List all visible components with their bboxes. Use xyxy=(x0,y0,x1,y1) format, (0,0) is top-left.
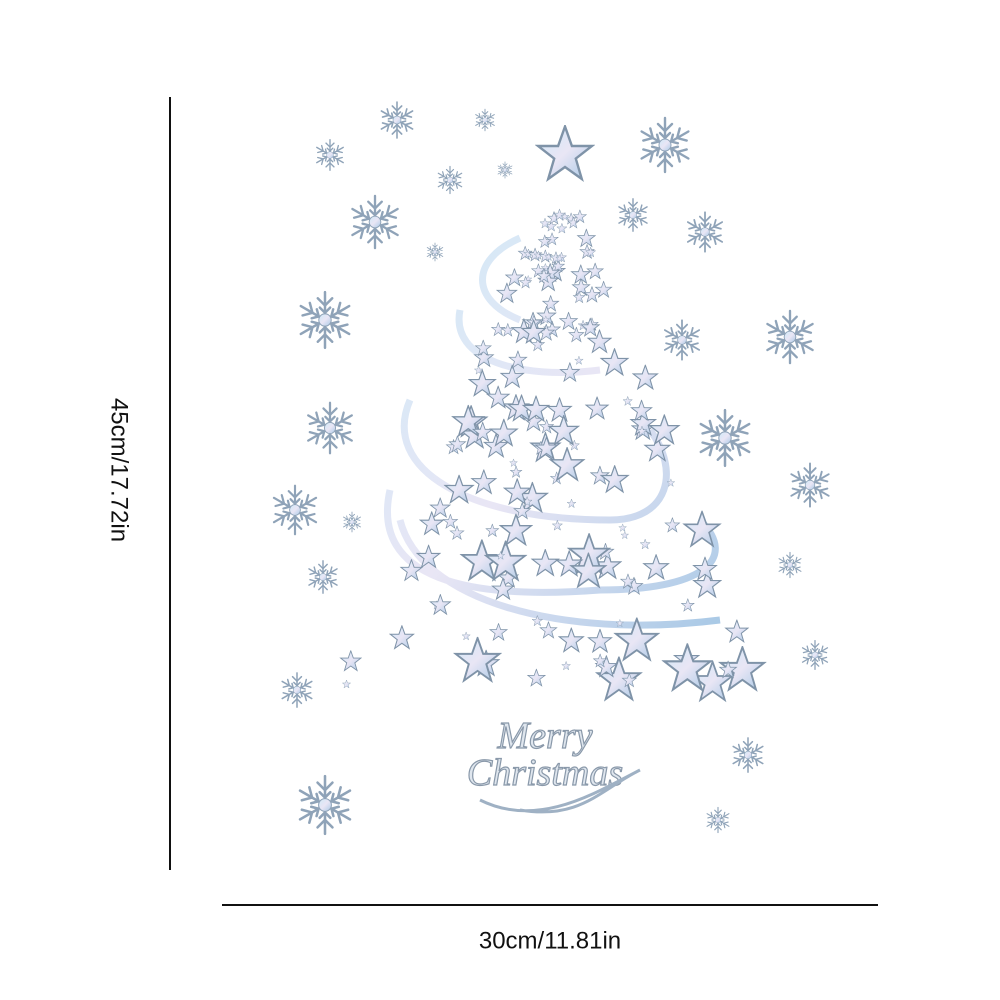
tree-star xyxy=(527,668,546,687)
tree-star xyxy=(539,621,558,639)
tree-star xyxy=(566,498,577,508)
height-label: 45cm/17.72in xyxy=(106,398,133,542)
tree-star xyxy=(595,280,613,298)
snowflake xyxy=(801,641,830,670)
tree-star xyxy=(600,465,629,493)
snowflake xyxy=(474,109,496,131)
tree-star xyxy=(471,469,497,494)
tree-star xyxy=(585,396,609,420)
width-label: 30cm/11.81in xyxy=(479,927,621,954)
snowflake xyxy=(379,102,415,138)
tree-star xyxy=(430,497,451,518)
tree-swirl xyxy=(384,234,721,629)
tree-star xyxy=(545,232,559,246)
tree-star xyxy=(559,311,578,330)
snowflake xyxy=(342,512,362,532)
tree-star xyxy=(538,234,552,248)
tree-star xyxy=(509,458,518,467)
snowflake xyxy=(271,486,319,535)
tree-star xyxy=(485,523,499,537)
tree-star xyxy=(587,329,612,353)
tree-star xyxy=(461,631,471,641)
tree-star xyxy=(505,268,524,286)
snowflake xyxy=(280,673,314,707)
tree-star xyxy=(542,295,559,312)
tree-star xyxy=(622,396,633,406)
tree-star xyxy=(681,598,695,612)
tree-star xyxy=(499,513,533,546)
tree-star xyxy=(468,369,496,397)
tree-star xyxy=(586,262,604,279)
snowflake xyxy=(705,807,730,832)
tree-star xyxy=(489,623,508,641)
tree-star xyxy=(547,397,572,422)
tree-star xyxy=(643,554,669,580)
tree-star xyxy=(561,661,571,671)
tree-star xyxy=(342,679,351,689)
snowflake xyxy=(307,561,339,593)
decal-artwork: Merry Christmas xyxy=(271,102,832,834)
snowflake xyxy=(349,196,401,248)
tree-star xyxy=(496,282,518,303)
snowflake xyxy=(788,463,831,506)
tree-star xyxy=(573,209,587,223)
snowflake xyxy=(437,167,464,194)
tree-star xyxy=(587,628,613,653)
tree-star xyxy=(632,364,658,390)
tree-star xyxy=(340,650,362,671)
snowflake xyxy=(777,552,802,577)
tree-star xyxy=(556,223,568,234)
tree-star xyxy=(389,625,415,649)
tree-star xyxy=(620,531,629,539)
tree-star xyxy=(574,355,584,365)
tree-star xyxy=(510,465,523,478)
tree-star xyxy=(400,559,423,581)
tree-star xyxy=(560,362,580,382)
snowflake xyxy=(662,320,701,360)
snowflake xyxy=(315,140,345,171)
snowflake xyxy=(638,118,692,172)
snowflake xyxy=(685,212,724,252)
tree-star xyxy=(639,538,651,550)
tree-star xyxy=(664,517,680,533)
tree-star xyxy=(568,326,585,343)
tree-star xyxy=(429,594,451,615)
tree-star xyxy=(501,323,515,337)
snowflake xyxy=(617,199,649,231)
tree-star xyxy=(580,317,600,337)
greeting-merry: Merry xyxy=(497,715,593,757)
snowflake xyxy=(697,410,753,466)
tree-star xyxy=(725,619,749,643)
tree-star xyxy=(552,520,563,531)
tree-star xyxy=(618,523,627,532)
tree-star xyxy=(449,525,465,540)
snowflake xyxy=(764,311,816,363)
snowflake xyxy=(296,776,353,834)
top-star xyxy=(536,125,594,181)
snowflake xyxy=(731,738,765,772)
tree-star xyxy=(531,549,559,576)
snowflake xyxy=(497,162,513,178)
tree-star xyxy=(577,228,596,247)
greeting-flourish xyxy=(479,768,641,814)
tree-star xyxy=(558,627,584,653)
snowflake xyxy=(297,292,353,348)
tree-star xyxy=(419,511,444,535)
tree-star xyxy=(600,348,629,376)
snowflake xyxy=(305,403,355,453)
greeting-christmas: Christmas xyxy=(467,752,623,794)
snowflake xyxy=(426,243,444,261)
